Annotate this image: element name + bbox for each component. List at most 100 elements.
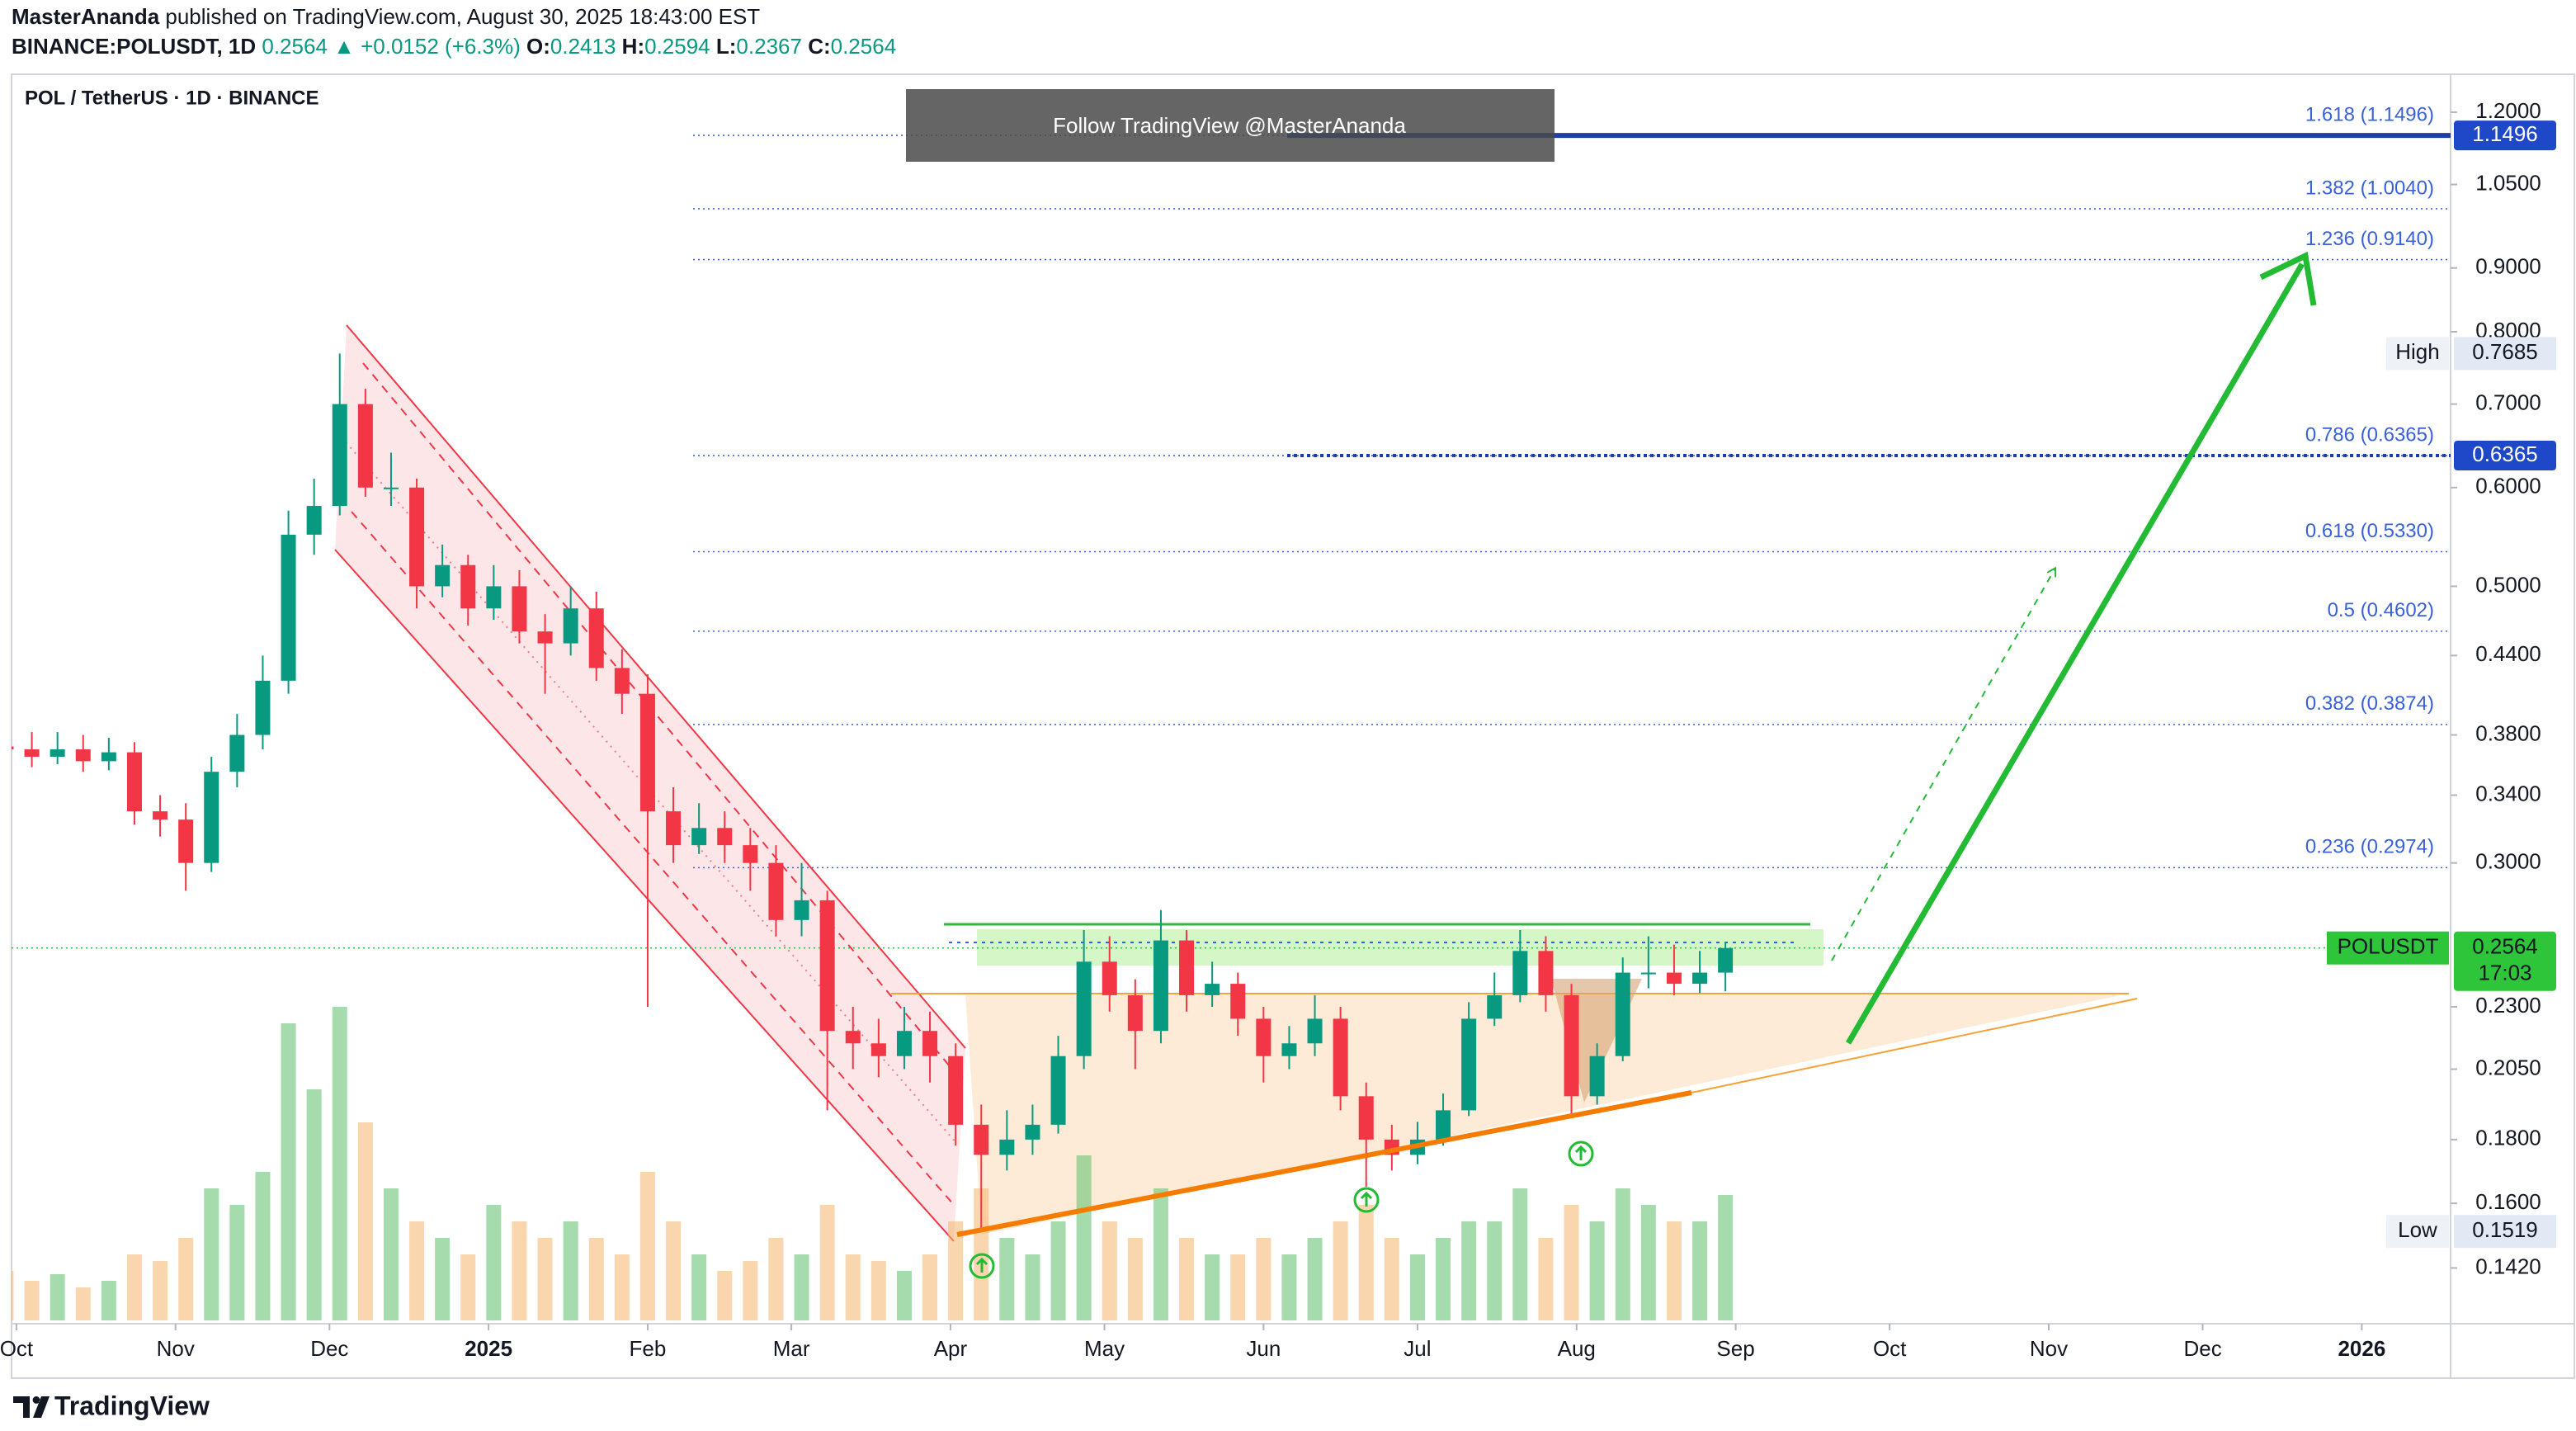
volume-bar (1358, 1205, 1374, 1320)
volume-bar (1538, 1238, 1554, 1320)
volume-bar (409, 1221, 425, 1320)
volume-bar (1384, 1238, 1399, 1320)
published: published on TradingView.com, August 30,… (165, 4, 760, 29)
fib-label: 0.382 (0.3874) (2305, 692, 2434, 715)
volume-bar (1409, 1254, 1425, 1320)
y-tick-label: 0.9000 (2475, 254, 2541, 279)
volume-bar (999, 1238, 1015, 1320)
volume-bar (1333, 1221, 1348, 1320)
volume-bar (229, 1205, 245, 1320)
y-tick-label: 0.3000 (2475, 849, 2541, 874)
marker-value: 0.1519 (2472, 1217, 2538, 1242)
volume-bar (383, 1188, 399, 1320)
x-tick-label: Nov (157, 1336, 195, 1361)
candle-body (691, 828, 707, 846)
y-tick-label: 0.6000 (2475, 474, 2541, 498)
volume-bar (870, 1261, 886, 1320)
y-tick-label: 0.2050 (2475, 1055, 2541, 1079)
volume-bar (948, 1221, 964, 1320)
candle-body (974, 1124, 989, 1155)
candle-body (101, 752, 116, 762)
fib-label: 1.236 (0.9140) (2305, 228, 2434, 250)
x-tick-label: Oct (1873, 1336, 1907, 1361)
volume-bar (819, 1205, 835, 1320)
last-price-box (2454, 931, 2556, 991)
volume-bar (126, 1254, 142, 1320)
candle-body (794, 900, 809, 920)
candle-body (1127, 994, 1143, 1032)
y-tick-label: 0.1600 (2475, 1189, 2541, 1214)
volume-bar (486, 1205, 502, 1320)
volume-bar (1692, 1221, 1708, 1320)
candle-body (1025, 1124, 1040, 1140)
x-tick-label: Oct (0, 1336, 34, 1361)
watermark: Follow TradingView @MasterAnanda (906, 89, 1555, 162)
volume-bar (922, 1254, 938, 1320)
volume-bar (794, 1254, 809, 1320)
ohlc-key: L: (716, 34, 737, 59)
candle-body (845, 1031, 861, 1044)
candle-body (1179, 940, 1195, 995)
y-tick-label: 0.5000 (2475, 572, 2541, 597)
candle-body (281, 534, 296, 681)
volume-bar (50, 1274, 65, 1320)
y-tick-label: 0.2300 (2475, 993, 2541, 1018)
candle-body (1333, 1018, 1348, 1097)
volume-bar (639, 1172, 655, 1320)
header-line: MasterAnanda published on TradingView.co… (12, 4, 760, 29)
candle-body (1512, 951, 1528, 995)
volume-bar (1179, 1238, 1195, 1320)
volume-bar (306, 1089, 322, 1320)
candle-body (1589, 1056, 1605, 1097)
last-name-box (2327, 931, 2449, 965)
candle-body (1230, 984, 1246, 1019)
candle-body (588, 608, 604, 668)
y-tick-label: 1.0500 (2475, 170, 2541, 195)
fib-label: 1.382 (1.0040) (2305, 177, 2434, 199)
candle-body (743, 845, 758, 863)
candle-body (512, 586, 527, 632)
ohlc-key: H: (622, 34, 644, 59)
axis-layer: 1.20001.05000.90000.80000.70000.60000.50… (0, 98, 2556, 1361)
countdown: 17:03 (2478, 961, 2531, 985)
volume-bar (743, 1261, 758, 1320)
volume-bar (691, 1254, 707, 1320)
volume-bar (666, 1221, 682, 1320)
change: 0.2564 ▲ +0.0152 (+6.3%) (262, 34, 520, 59)
candle-body (1102, 961, 1117, 995)
fib-label: 0.618 (0.5330) (2305, 520, 2434, 542)
zone (977, 929, 1823, 966)
candle-body (563, 608, 578, 644)
candle-body (1461, 1018, 1477, 1111)
fib-label: 0.236 (0.2974) (2305, 836, 2434, 858)
target-arrowhead (2259, 251, 2317, 306)
y-tick-label: 0.3400 (2475, 781, 2541, 805)
volume-bar (1512, 1188, 1528, 1320)
volume-bar (588, 1238, 604, 1320)
volume-bar (281, 1023, 296, 1320)
candle-body (717, 828, 733, 846)
candle-body (1050, 1056, 1066, 1125)
candle-body (357, 404, 373, 488)
candle-body (178, 819, 194, 863)
candle-body (409, 487, 425, 587)
volume-bar (332, 1007, 347, 1320)
volume-bar (435, 1238, 451, 1320)
volume-bar (1436, 1238, 1451, 1320)
y-tick-label: 0.3800 (2475, 720, 2541, 745)
volume-bar (1127, 1238, 1143, 1320)
volume-bar (768, 1238, 784, 1320)
volume-bar (1564, 1205, 1579, 1320)
volume-bar (1307, 1238, 1323, 1320)
candle-body (1307, 1018, 1323, 1044)
marker-value-box (2454, 337, 2556, 371)
volume-bar (24, 1281, 40, 1320)
last-name: POLUSDT (2338, 934, 2439, 959)
frame (11, 73, 2575, 1379)
x-tick-label: Dec (2183, 1336, 2221, 1361)
candle-body (486, 586, 502, 609)
y-tick-label: 0.4400 (2475, 641, 2541, 666)
volume-bar (1640, 1205, 1656, 1320)
candle-body (768, 862, 784, 920)
